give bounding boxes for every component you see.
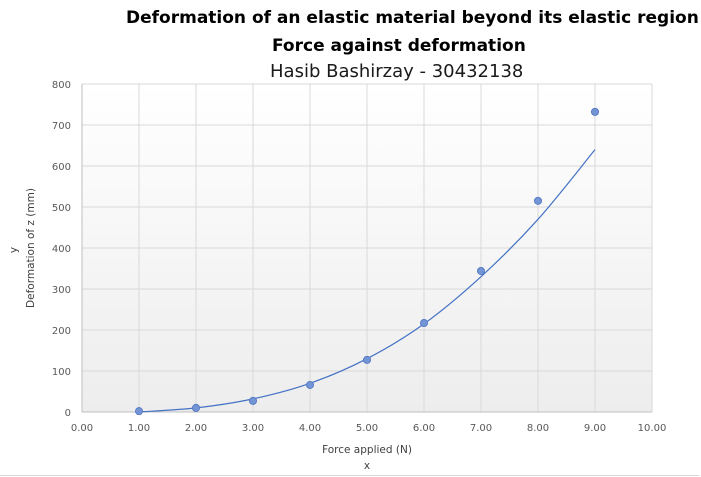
y-tick-label: 800 bbox=[52, 80, 71, 91]
chart-border bbox=[0, 475, 699, 476]
y-tick-label: 600 bbox=[52, 162, 71, 173]
y-tick-label: 700 bbox=[52, 121, 71, 132]
x-tick-label: 5.00 bbox=[356, 423, 378, 434]
x-tick-label: 4.00 bbox=[299, 423, 321, 434]
x-tick-label: 9.00 bbox=[584, 423, 606, 434]
x-axis-ticks: 0.00 1.00 2.00 3.00 4.00 5.00 6.00 7.00 8.00 9.00… bbox=[71, 423, 666, 434]
y-axis-ticks: 0 100 200 300 400 500 600 700 800 bbox=[52, 80, 71, 419]
x-tick-label: 10.00 bbox=[638, 423, 667, 434]
trendline bbox=[138, 149, 596, 413]
data-point bbox=[362, 355, 371, 364]
data-point bbox=[591, 107, 600, 116]
data-point bbox=[248, 396, 257, 405]
y-tick-label: 0 bbox=[65, 408, 71, 419]
x-tick-label: 7.00 bbox=[470, 423, 492, 434]
y-tick-label: 100 bbox=[52, 367, 71, 378]
data-point bbox=[419, 319, 428, 328]
x-tick-label: 1.00 bbox=[128, 423, 150, 434]
chart-author-line: Hasib Bashirzay - 30432138 bbox=[270, 61, 524, 82]
x-tick-label: 3.00 bbox=[242, 423, 264, 434]
x-tick-label: 2.00 bbox=[185, 423, 207, 434]
y-axis-title: Deformation of z (mm) bbox=[25, 188, 37, 308]
data-points bbox=[134, 107, 600, 416]
x-tick-label: 8.00 bbox=[527, 423, 549, 434]
y-tick-label: 200 bbox=[52, 326, 71, 337]
y-tick-label: 500 bbox=[52, 203, 71, 214]
x-tick-label: 0.00 bbox=[71, 423, 93, 434]
data-point bbox=[305, 380, 314, 389]
data-point bbox=[476, 266, 485, 275]
chart-title: Deformation of an elastic material beyon… bbox=[126, 8, 699, 28]
y-tick-label: 400 bbox=[52, 244, 71, 255]
x-axis-variable: x bbox=[364, 460, 370, 472]
x-axis-title: Force applied (N) bbox=[322, 444, 412, 456]
y-tick-label: 300 bbox=[52, 285, 71, 296]
data-point bbox=[534, 196, 543, 205]
y-axis-variable: y bbox=[8, 247, 20, 253]
data-point bbox=[134, 407, 143, 416]
chart-subtitle: Force against deformation bbox=[272, 36, 526, 56]
data-point bbox=[191, 403, 200, 412]
x-tick-label: 6.00 bbox=[413, 423, 435, 434]
